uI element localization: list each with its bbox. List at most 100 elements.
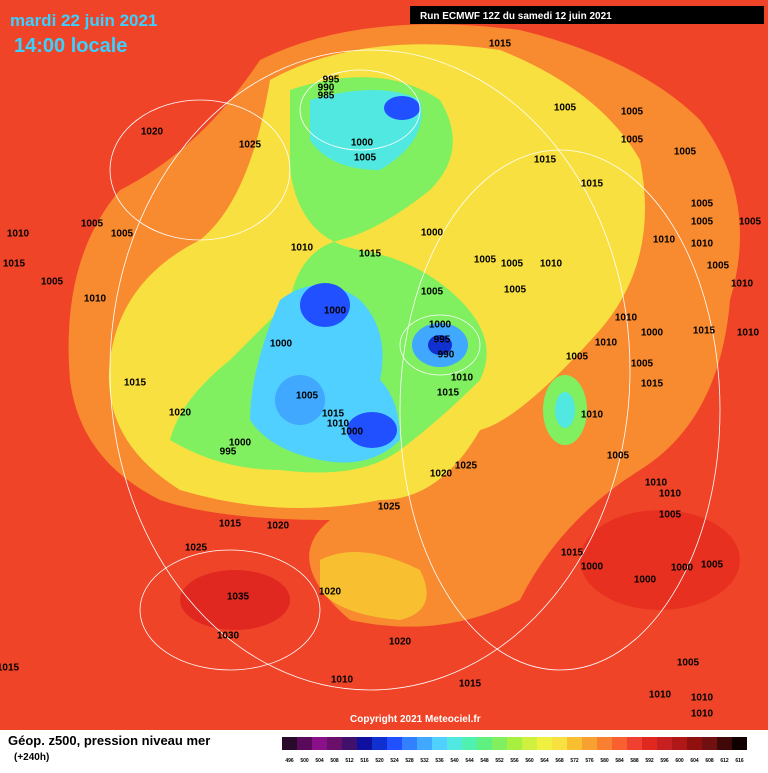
colorbar-cell [327,737,342,750]
isobar-label: 995 [323,75,340,86]
isobar-label: 1010 [737,328,760,339]
isobar-label: 1005 [677,658,700,669]
isobar-label: 1005 [421,287,444,298]
isobar-label: 1015 [561,548,584,559]
colorbar-cell [582,737,597,750]
isobar-label: 1020 [267,521,290,532]
isobar-label: 1010 [595,338,618,349]
isobar-label: 1030 [217,631,240,642]
isobar-label: 1020 [169,408,192,419]
isobar-label: 1000 [634,575,657,586]
isobar-label: 1005 [111,229,134,240]
colorbar-cell [597,737,612,750]
colorbar-cell [537,737,552,750]
isobar-label: 1005 [691,199,714,210]
isobar-label: 1005 [501,259,524,270]
colorbar-cell [357,737,372,750]
isobar-label: 1015 [437,388,460,399]
isobar-label: 1010 [451,373,474,384]
run-info: Run ECMWF 12Z du samedi 12 juin 2021 [420,11,612,22]
isobar-label: 1005 [607,451,630,462]
colorbar-cell [297,737,312,750]
isobar-label: 1010 [691,239,714,250]
isobar-label: 1015 [489,39,512,50]
colorbar-tick-label: 604 [690,758,699,764]
colorbar-cell [627,737,642,750]
isobar-label: 1015 [534,155,557,166]
colorbar-tick-label: 580 [600,758,609,764]
colorbar-tick-label: 532 [420,758,429,764]
colorbar-cell [462,737,477,750]
colorbar-cell [477,737,492,750]
isobar-label: 1000 [270,339,293,350]
isobar-label: 1005 [739,217,762,228]
isobar-label: 1000 [421,228,444,239]
isobar-label: 1015 [641,379,664,390]
colorbar-tick-label: 552 [495,758,504,764]
isobar-label: 995 [434,335,451,346]
colorbar-tick-label: 512 [345,758,354,764]
isobar-label: 1005 [566,352,589,363]
colorbar-tick-label: 572 [570,758,579,764]
isobar-label: 1005 [41,277,64,288]
isobar-label: 1005 [691,217,714,228]
isobar-label: 1005 [296,391,319,402]
isobar-label: 1010 [645,478,668,489]
isobar-label: 1015 [581,179,604,190]
isobar-label: 1005 [81,219,104,230]
isobar-label: 1015 [693,326,716,337]
isobar-label: 1015 [219,519,242,530]
colorbar-cell [492,737,507,750]
colorbar-cell [672,737,687,750]
isobar-label: 1005 [621,107,644,118]
isobar-label: 1035 [227,592,250,603]
isobar-label: 985 [318,91,335,102]
isobar-label: 1005 [631,359,654,370]
isobar-label: 1015 [459,679,482,690]
colorbar-tick-label: 556 [510,758,519,764]
colorbar-tick-label: 536 [435,758,444,764]
isobar-label: 1000 [341,427,364,438]
isobar-label: 1010 [615,313,638,324]
colorbar-tick-label: 540 [450,758,459,764]
colorbar-cell [522,737,537,750]
colorbar-tick-label: 504 [315,758,324,764]
colorbar-cell [552,737,567,750]
date: mardi 22 juin 2021 [10,11,157,30]
isobar-label: 1015 [124,378,147,389]
colorbar-tick-label: 564 [540,758,549,764]
colorbar-cell [372,737,387,750]
colorbar-tick-label: 608 [705,758,714,764]
colorbar-cell [702,737,717,750]
isobar-label: 1025 [378,502,401,513]
colorbar-tick-label: 576 [585,758,594,764]
colorbar-tick-label: 592 [645,758,654,764]
colorbar-tick-label: 584 [615,758,624,764]
colorbar-cell [612,737,627,750]
isobar-label: 1010 [7,229,30,240]
colorbar-cell [402,737,417,750]
colorbar-tick-label: 500 [300,758,309,764]
colorbar-cell [312,737,327,750]
isobar-label: 1025 [185,543,208,554]
lead-time: (+240h) [14,752,49,763]
isobar-label: 1010 [731,279,754,290]
isobar-label: 1005 [554,103,577,114]
isobar-label: 1010 [540,259,563,270]
colorbar-tick-label: 568 [555,758,564,764]
isobar-label: 1000 [324,306,347,317]
colorbar-tick-label: 548 [480,758,489,764]
isobar-label: 1020 [389,637,412,648]
colorbar-tick-label: 544 [465,758,474,764]
isobar-label: 1000 [671,563,694,574]
isobar-label: 1005 [674,147,697,158]
isobar-label: 1010 [659,489,682,500]
colorbar-tick-label: 528 [405,758,414,764]
isobar-label: 1000 [641,328,664,339]
isobar-label: 1000 [429,320,452,331]
isobar-label: 1005 [701,560,724,571]
colorbar-cell [732,737,747,750]
colorbar-tick-label: 596 [660,758,669,764]
